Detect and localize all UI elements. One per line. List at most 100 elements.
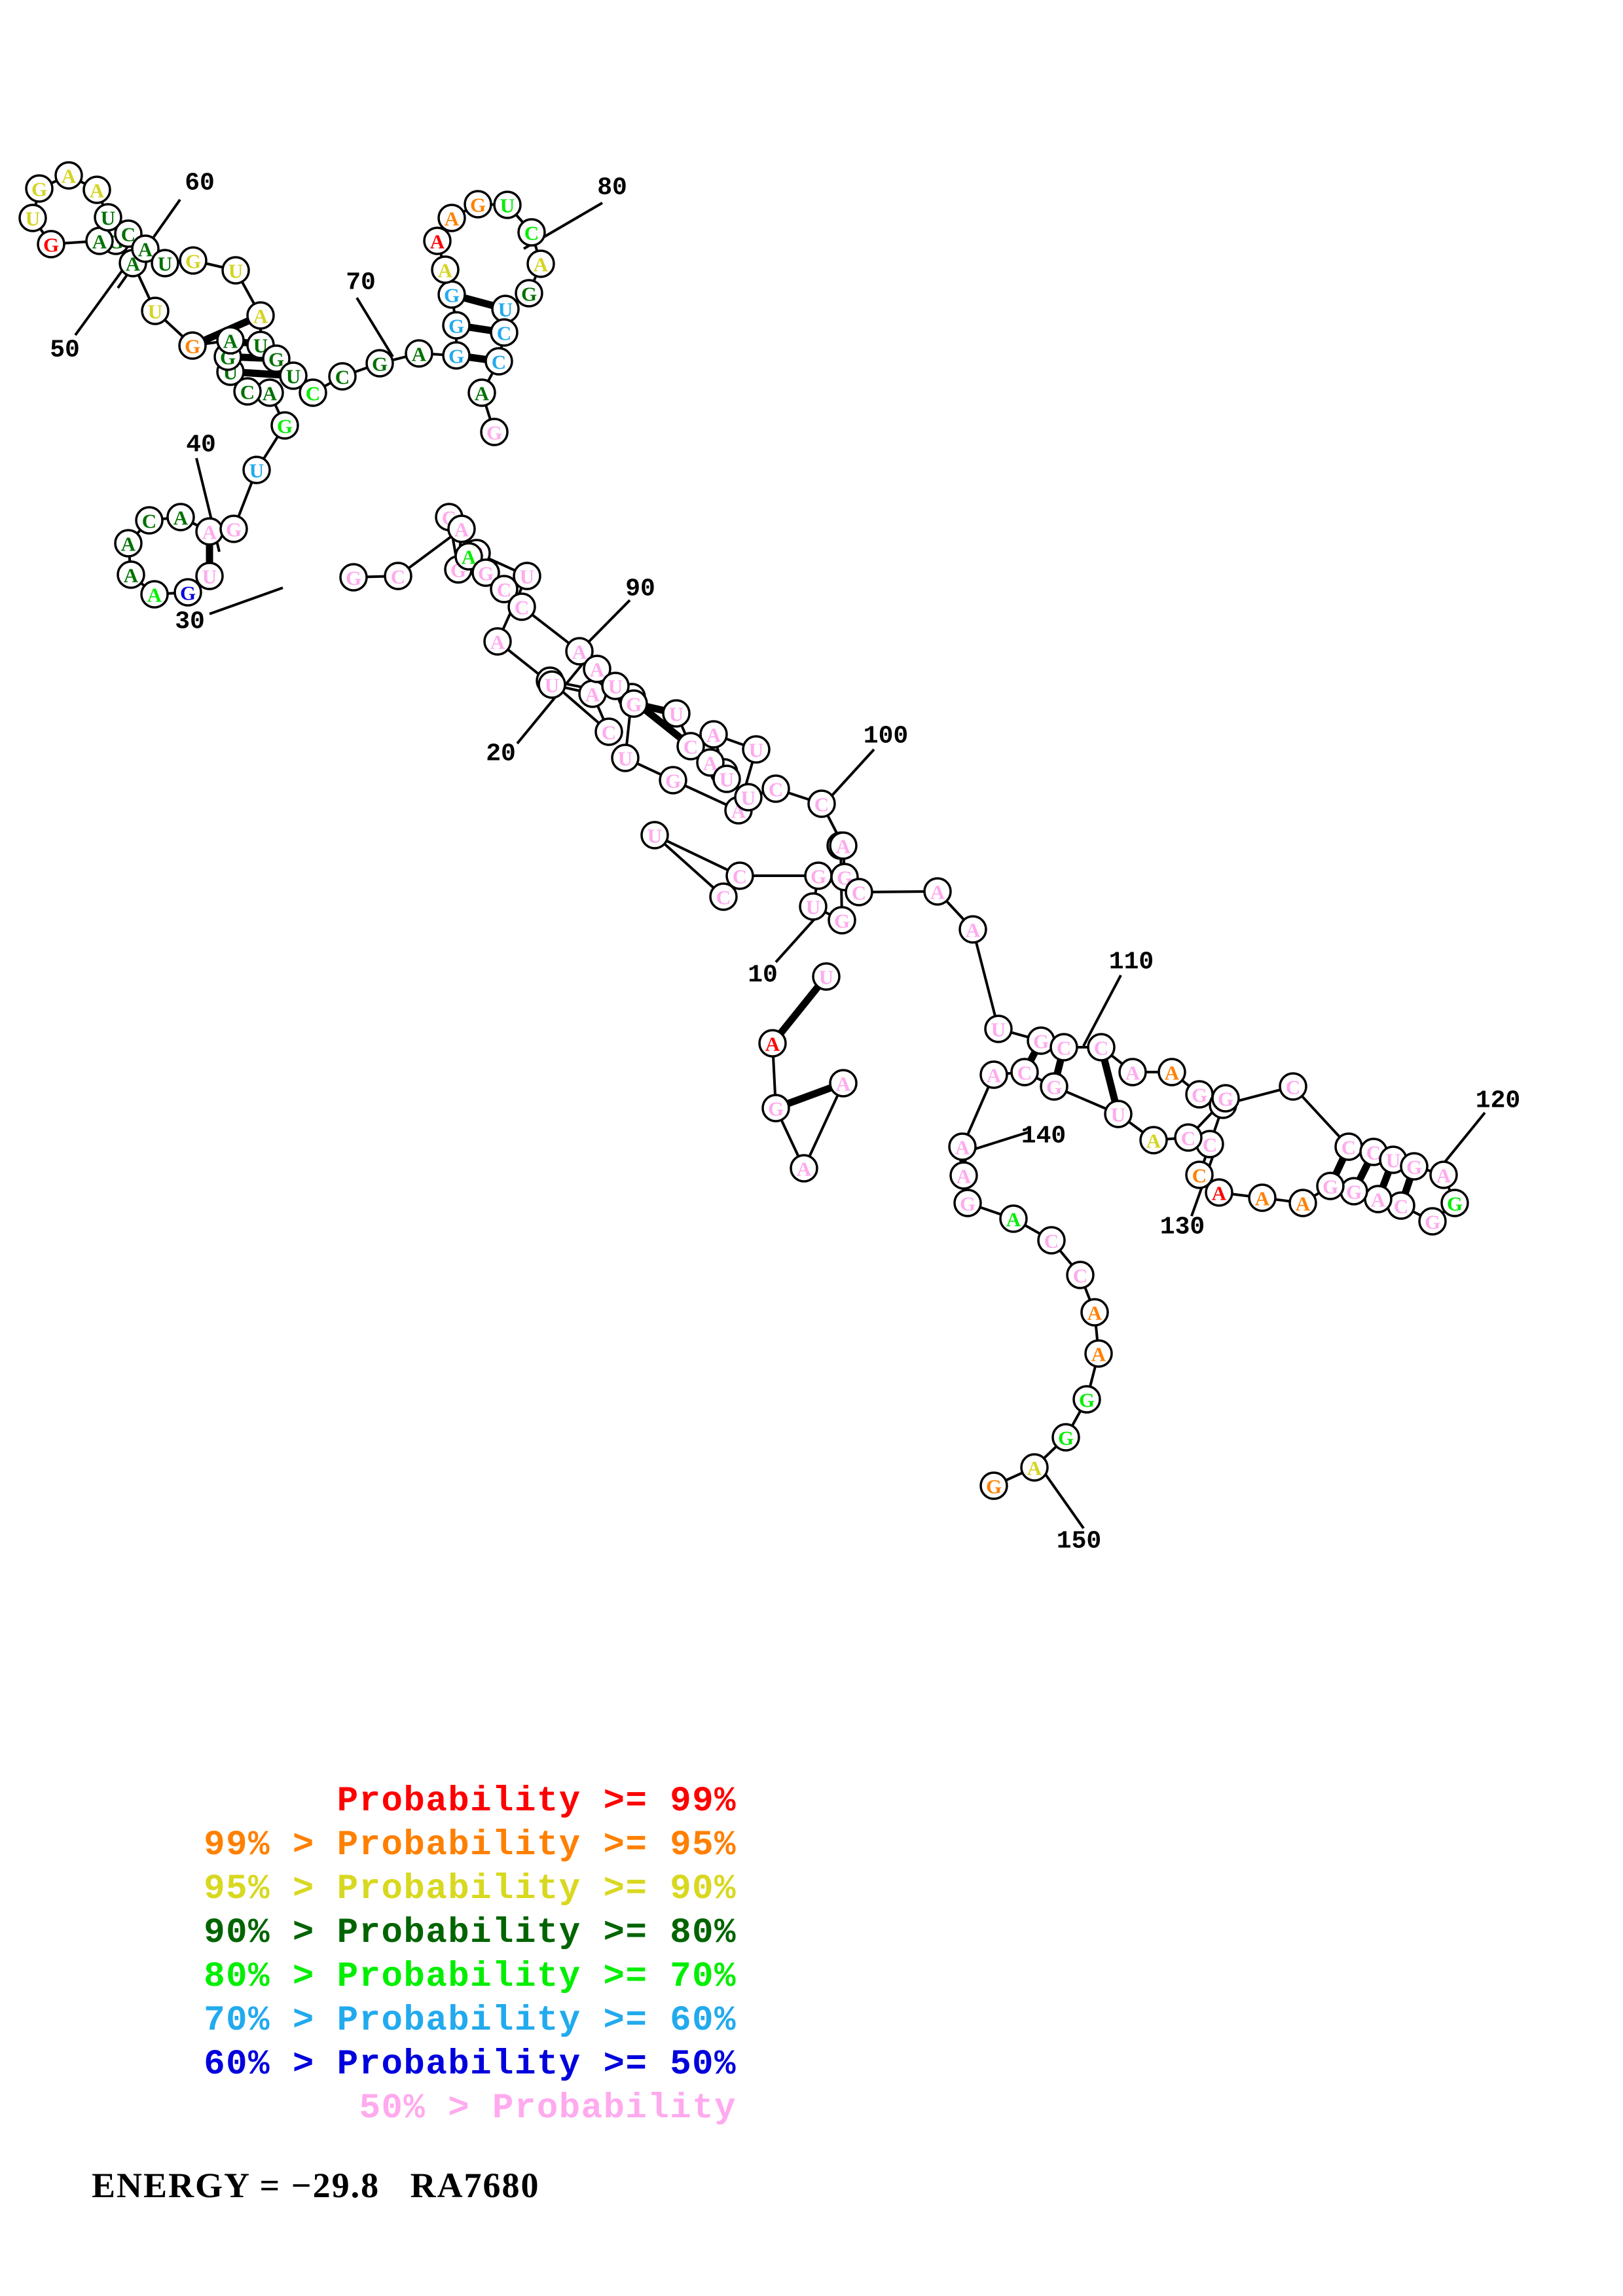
nucleotide-77[interactable]: A	[437, 204, 466, 232]
nucleotide-54[interactable]: U	[18, 204, 47, 232]
nucleotide-3[interactable]: A	[790, 1154, 818, 1183]
nucleotide-86[interactable]: A	[467, 378, 496, 407]
nucleotide-130[interactable]: A	[1205, 1178, 1233, 1207]
nucleotide-9[interactable]: G	[804, 861, 833, 890]
nucleotide-123[interactable]: G	[1418, 1207, 1447, 1236]
nucleotide-103[interactable]: A	[829, 831, 858, 860]
nucleotide-8[interactable]: C	[725, 861, 754, 890]
nucleotide-110[interactable]: C	[1049, 1033, 1078, 1062]
nucleotide-60[interactable]: A	[131, 234, 160, 263]
nucleotide-113[interactable]: A	[1158, 1058, 1186, 1086]
nucleotide-6[interactable]: C	[709, 882, 738, 911]
nucleotide-135[interactable]: A	[1139, 1126, 1168, 1155]
nucleotide-133[interactable]: G	[1211, 1084, 1240, 1113]
nucleotide-139[interactable]: A	[979, 1060, 1008, 1089]
nucleotide-74[interactable]: G	[437, 280, 466, 309]
nucleotide-131[interactable]: C	[1185, 1160, 1214, 1189]
nucleotide-63[interactable]: U	[221, 256, 250, 285]
nucleotide-61[interactable]: U	[151, 249, 179, 278]
nucleotide-137[interactable]: G	[1040, 1072, 1068, 1101]
nucleotide-5[interactable]: U	[812, 962, 841, 991]
nucleotide-71[interactable]: A	[405, 339, 433, 368]
nucleotide-78[interactable]: G	[464, 190, 492, 219]
nucleotide-97[interactable]: C	[676, 732, 705, 761]
nucleotide-32[interactable]: U	[195, 562, 224, 590]
nucleotide-129[interactable]: A	[1248, 1183, 1277, 1212]
nucleotide-41[interactable]: U	[242, 456, 271, 484]
nucleotide-25[interactable]: U	[513, 562, 541, 590]
nucleotide-37[interactable]: C	[135, 506, 164, 535]
nucleotide-72[interactable]: G	[442, 341, 471, 370]
nucleotide-114[interactable]: G	[1185, 1080, 1214, 1109]
nucleotide-80[interactable]: C	[517, 218, 546, 247]
nucleotide-85[interactable]: C	[484, 347, 513, 376]
nucleotide-2[interactable]: G	[761, 1094, 790, 1122]
nucleotide-44[interactable]: C	[233, 377, 262, 406]
nucleotide-73[interactable]: G	[442, 311, 471, 340]
nucleotide-24[interactable]: A	[483, 627, 512, 656]
nucleotide-148[interactable]: G	[1072, 1385, 1101, 1414]
nucleotide-47[interactable]: A	[216, 326, 245, 355]
nucleotide-151[interactable]: G	[979, 1471, 1008, 1500]
nucleotide-101[interactable]: C	[761, 774, 790, 803]
nucleotide-66[interactable]: G	[262, 344, 291, 373]
nucleotide-146[interactable]: A	[1080, 1298, 1109, 1327]
nucleotide-81[interactable]: A	[526, 249, 555, 278]
nucleotide-43[interactable]: A	[255, 378, 284, 407]
nucleotide-10[interactable]: U	[799, 892, 828, 921]
nucleotide-14[interactable]: A	[699, 720, 728, 749]
nucleotide-34[interactable]: A	[140, 580, 169, 609]
nucleotide-62[interactable]: G	[179, 246, 208, 275]
nucleotide-49[interactable]: U	[141, 296, 170, 325]
nucleotide-126[interactable]: G	[1340, 1177, 1368, 1206]
nucleotide-53[interactable]: G	[37, 230, 65, 259]
nucleotide-109[interactable]: G	[1027, 1026, 1055, 1055]
nucleotide-56[interactable]: A	[54, 161, 83, 190]
nucleotide-100[interactable]: U	[734, 783, 763, 812]
nucleotide-4[interactable]: A	[829, 1069, 858, 1098]
nucleotide-55[interactable]: G	[25, 174, 54, 203]
nucleotide-87[interactable]: G	[480, 418, 509, 446]
nucleotide-42[interactable]: G	[270, 411, 299, 440]
nucleotide-99[interactable]: U	[712, 764, 741, 793]
nucleotide-92[interactable]: A	[565, 637, 594, 666]
nucleotide-82[interactable]: G	[515, 279, 543, 308]
nucleotide-31[interactable]: G	[339, 563, 368, 592]
nucleotide-83[interactable]: U	[491, 295, 520, 323]
nucleotide-122[interactable]: G	[1440, 1189, 1469, 1217]
nucleotide-38[interactable]: A	[166, 503, 195, 531]
nucleotide-57[interactable]: A	[82, 175, 111, 204]
nucleotide-141[interactable]: A	[949, 1161, 978, 1190]
nucleotide-144[interactable]: C	[1037, 1226, 1066, 1255]
nucleotide-136[interactable]: U	[1104, 1100, 1133, 1128]
nucleotide-29[interactable]: A	[447, 514, 476, 543]
nucleotide-95[interactable]: G	[619, 689, 648, 718]
nucleotide-39[interactable]: A	[195, 517, 224, 546]
nucleotide-150[interactable]: A	[1020, 1453, 1049, 1482]
nucleotide-128[interactable]: A	[1288, 1189, 1317, 1217]
nucleotide-40[interactable]: G	[219, 514, 248, 543]
nucleotide-90[interactable]: C	[490, 575, 519, 603]
nucleotide-35[interactable]: A	[117, 560, 145, 589]
nucleotide-96[interactable]: U	[662, 699, 691, 728]
nucleotide-22[interactable]: A	[578, 679, 607, 708]
nucleotide-105[interactable]: C	[845, 878, 873, 906]
nucleotide-17[interactable]: G	[659, 766, 687, 795]
nucleotide-64[interactable]: A	[246, 301, 275, 330]
nucleotide-108[interactable]: U	[984, 1014, 1013, 1043]
nucleotide-127[interactable]: G	[1316, 1172, 1345, 1200]
nucleotide-75[interactable]: A	[431, 255, 460, 284]
nucleotide-117[interactable]: C	[1334, 1132, 1363, 1161]
nucleotide-142[interactable]: G	[953, 1189, 982, 1217]
nucleotide-30[interactable]: C	[384, 562, 412, 590]
nucleotide-145[interactable]: C	[1066, 1261, 1095, 1289]
nucleotide-23[interactable]: U	[538, 670, 566, 699]
nucleotide-67[interactable]: U	[279, 361, 308, 390]
nucleotide-1[interactable]: A	[758, 1029, 787, 1058]
nucleotide-18[interactable]: U	[611, 744, 640, 772]
nucleotide-11[interactable]: G	[828, 906, 856, 935]
nucleotide-125[interactable]: A	[1364, 1185, 1393, 1213]
nucleotide-107[interactable]: A	[958, 915, 987, 944]
nucleotide-116[interactable]: C	[1279, 1072, 1307, 1101]
nucleotide-76[interactable]: A	[423, 226, 452, 255]
